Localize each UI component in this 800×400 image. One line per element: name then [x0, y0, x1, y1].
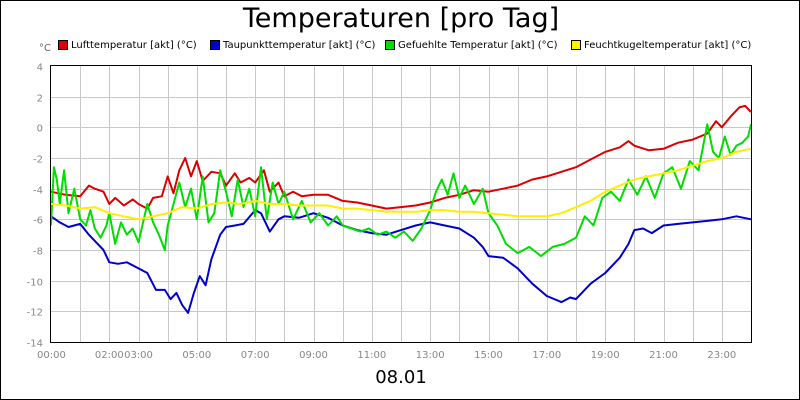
y-tick-label: 0 [37, 124, 43, 135]
chart-title: Temperaturen [pro Tag] [242, 3, 560, 34]
y-tick-label: -12 [27, 308, 43, 319]
x-tick-label: 03:00 [124, 350, 153, 361]
x-tick-label: 11:00 [357, 350, 386, 361]
legend-label-gefuehlte-temperatur: Gefuehlte Temperatur [akt] (°C) [398, 39, 558, 51]
series-line-1 [50, 209, 752, 314]
plot-border [50, 65, 752, 343]
series-line-0 [50, 104, 752, 210]
x-tick-label: 15:00 [474, 350, 503, 361]
legend-item-gefuehlte-temperatur: Gefuehlte Temperatur [akt] (°C) [385, 37, 557, 53]
legend-item-taupunkttemperatur: Taupunkttemperatur [akt] (°C) [210, 37, 375, 53]
legend-swatch-feuchtkugeltemperatur [571, 40, 581, 50]
y-tick-label: -8 [33, 247, 43, 258]
x-axis-ticks: 00:00 02:00 03:00 05:00 07:00 09:00 11:00 13:00… [37, 350, 736, 361]
x-tick-label: 21:00 [649, 350, 678, 361]
x-tick-label: 17:00 [532, 350, 561, 361]
y-tick-label: 4 [37, 63, 43, 74]
legend-label-taupunkttemperatur: Taupunkttemperatur [akt] (°C) [223, 39, 376, 51]
legend-swatch-gefuehlte-temperatur [385, 40, 395, 50]
y-axis-unit: °C [39, 43, 51, 54]
series-layer [50, 104, 752, 314]
x-tick-label: 00:00 [37, 350, 66, 361]
legend-swatch-lufttemperatur [58, 40, 68, 50]
date-label: 08.01 [375, 367, 427, 388]
series-line-3 [50, 147, 752, 221]
y-tick-label: -6 [33, 216, 43, 227]
y-axis-ticks: 4 2 0 -2 -4 -6 -8 -10 -12 -14 [27, 63, 43, 350]
legend-label-feuchtkugeltemperatur: Feuchtkugeltemperatur [akt] (°C) [584, 39, 752, 51]
y-tick-label: 2 [37, 94, 43, 105]
x-tick-label: 05:00 [182, 350, 211, 361]
x-tick-label: 19:00 [591, 350, 620, 361]
x-tick-label: 02:00 [95, 350, 124, 361]
x-tick-label: 09:00 [299, 350, 328, 361]
x-tick-label: 23:00 [707, 350, 736, 361]
series-line-2 [50, 123, 752, 258]
legend-swatch-taupunkttemperatur [210, 40, 220, 50]
legend-item-lufttemperatur: Lufttemperatur [akt] (°C) [58, 37, 197, 53]
grid [51, 66, 751, 342]
legend-item-feuchtkugeltemperatur: Feuchtkugeltemperatur [akt] (°C) [571, 37, 751, 53]
y-tick-label: -10 [27, 278, 43, 289]
legend-label-lufttemperatur: Lufttemperatur [akt] (°C) [71, 39, 197, 51]
legend: Lufttemperatur [akt] (°C) Taupunkttemper… [1, 37, 800, 53]
y-tick-label: -14 [27, 339, 43, 350]
y-tick-label: -2 [33, 155, 43, 166]
x-tick-label: 13:00 [416, 350, 445, 361]
x-tick-label: 07:00 [241, 350, 270, 361]
y-tick-label: -4 [33, 186, 43, 197]
